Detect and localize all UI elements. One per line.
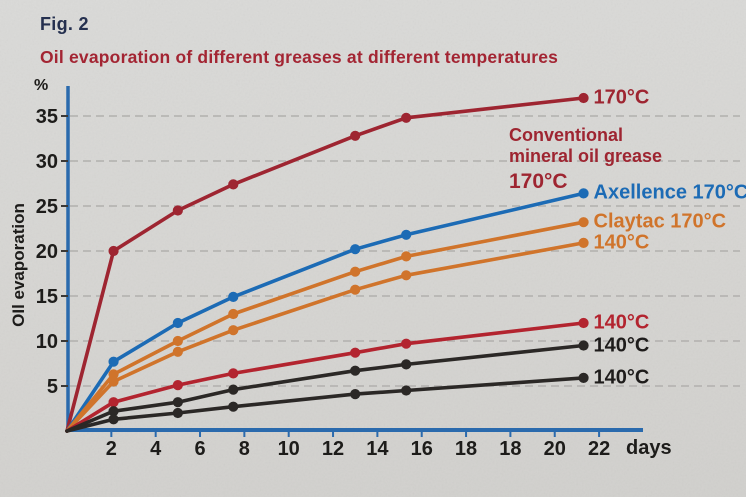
data-point bbox=[172, 407, 183, 419]
data-point bbox=[401, 251, 412, 262]
annotation-line-2: mineral oil grease bbox=[509, 146, 663, 166]
data-point bbox=[350, 244, 361, 255]
x-tick-label: 4 bbox=[150, 438, 162, 460]
series-end-label-3: 140°C bbox=[593, 231, 650, 254]
data-point bbox=[108, 245, 119, 257]
data-point bbox=[108, 356, 119, 367]
data-point bbox=[401, 270, 412, 281]
data-point bbox=[172, 397, 183, 408]
data-point bbox=[401, 112, 412, 123]
data-point bbox=[401, 338, 412, 349]
y-tick-label: 30 bbox=[36, 151, 58, 173]
chart-title: Oil evaporation of different greases at … bbox=[40, 47, 559, 67]
x-axis-unit-label: days bbox=[626, 437, 672, 459]
x-tick-label: 18 bbox=[499, 438, 521, 460]
x-tick-label: 14 bbox=[366, 438, 389, 460]
data-point bbox=[228, 291, 239, 302]
data-point bbox=[401, 359, 412, 370]
data-point bbox=[228, 308, 239, 320]
y-tick-label: 25 bbox=[36, 196, 58, 218]
series-end-label-5: 140°C bbox=[593, 334, 650, 356]
x-tick-label: 20 bbox=[544, 438, 566, 460]
data-point bbox=[350, 130, 361, 141]
y-tick-label: 10 bbox=[36, 331, 58, 353]
series-end-label-2: Claytac 170°C bbox=[593, 210, 727, 233]
data-point bbox=[401, 229, 412, 240]
y-axis-label: OIl evaporation bbox=[9, 203, 28, 327]
data-point bbox=[578, 317, 589, 329]
y-tick-label: 15 bbox=[36, 286, 58, 308]
x-tick-label: 22 bbox=[588, 438, 610, 460]
x-tick-label: 12 bbox=[322, 438, 344, 460]
data-point bbox=[578, 340, 589, 351]
data-point bbox=[172, 346, 183, 357]
data-point bbox=[228, 401, 239, 412]
series-end-label-0: 170°C bbox=[593, 86, 650, 109]
data-point bbox=[228, 179, 239, 190]
data-point bbox=[350, 284, 361, 295]
x-tick-label: 10 bbox=[278, 438, 300, 460]
y-tick-label: 20 bbox=[36, 241, 58, 263]
y-axis-unit-label: % bbox=[34, 77, 49, 94]
data-point bbox=[172, 380, 183, 391]
figure-label: Fig. 2 bbox=[40, 14, 89, 34]
data-point bbox=[578, 188, 589, 199]
y-tick-label: 5 bbox=[47, 376, 58, 398]
x-tick-label: 16 bbox=[411, 438, 433, 460]
data-point bbox=[108, 376, 119, 387]
data-point bbox=[350, 266, 361, 277]
x-tick-label: 2 bbox=[106, 438, 117, 460]
x-tick-label: 6 bbox=[194, 438, 205, 460]
annotation-line-1: Conventional bbox=[509, 125, 624, 145]
x-tick-label: 8 bbox=[239, 438, 250, 460]
data-point bbox=[172, 335, 183, 347]
series-end-label-1: Axellence 170°C bbox=[593, 181, 746, 204]
data-point bbox=[350, 389, 361, 400]
series-end-label-6: 140°C bbox=[593, 366, 650, 389]
annotation-line-3: 170°C bbox=[509, 170, 568, 193]
data-point bbox=[108, 397, 119, 408]
annotation-conventional-grease: Conventional mineral oil grease 170°C bbox=[509, 125, 662, 192]
data-point bbox=[401, 385, 412, 396]
data-point bbox=[108, 414, 119, 425]
data-point bbox=[350, 365, 361, 376]
data-point bbox=[228, 384, 239, 395]
data-point bbox=[228, 368, 239, 379]
data-point bbox=[172, 205, 183, 216]
data-point bbox=[172, 317, 183, 329]
data-point bbox=[578, 372, 589, 383]
data-point bbox=[228, 325, 239, 336]
data-point bbox=[350, 347, 361, 358]
x-tick-label: 18 bbox=[455, 438, 477, 460]
series-end-label-4: 140°C bbox=[593, 311, 650, 334]
data-point bbox=[578, 217, 589, 228]
data-point bbox=[108, 406, 119, 417]
data-point bbox=[578, 237, 589, 248]
data-point bbox=[108, 369, 119, 380]
data-point bbox=[578, 92, 589, 104]
y-tick-label: 35 bbox=[36, 106, 58, 128]
